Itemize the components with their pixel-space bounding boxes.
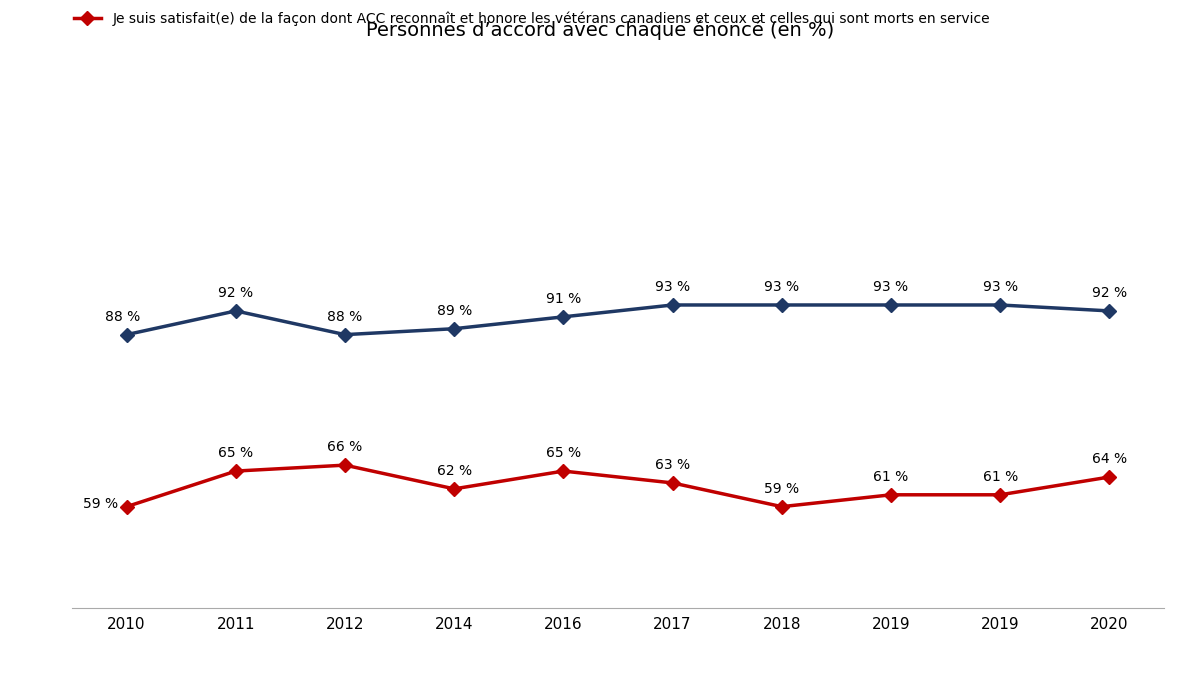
Text: 61 %: 61 % [874, 470, 908, 484]
Text: 65 %: 65 % [546, 446, 581, 460]
Text: 88 %: 88 % [328, 310, 362, 323]
Text: 66 %: 66 % [328, 440, 362, 454]
Text: 61 %: 61 % [983, 470, 1018, 484]
Text: 59 %: 59 % [83, 497, 119, 511]
Text: 92 %: 92 % [1092, 286, 1127, 300]
Text: 65 %: 65 % [218, 446, 253, 460]
Text: 59 %: 59 % [764, 481, 799, 495]
Text: 63 %: 63 % [655, 458, 690, 472]
Text: 88 %: 88 % [104, 310, 140, 323]
Text: 93 %: 93 % [983, 280, 1018, 294]
Text: 93 %: 93 % [874, 280, 908, 294]
Text: 93 %: 93 % [655, 280, 690, 294]
Text: 93 %: 93 % [764, 280, 799, 294]
Text: 64 %: 64 % [1092, 452, 1127, 466]
Text: 91 %: 91 % [546, 292, 581, 306]
Text: 92 %: 92 % [218, 286, 253, 300]
Legend: Il est important qu'ACC reconnaisse et honore les vétérans canadiens et ceux et : Il est important qu'ACC reconnaisse et h… [68, 0, 996, 32]
Text: Personnes d’accord avec chaque énoncé (en %): Personnes d’accord avec chaque énoncé (e… [366, 20, 834, 40]
Text: 62 %: 62 % [437, 464, 472, 478]
Text: 89 %: 89 % [437, 304, 472, 318]
